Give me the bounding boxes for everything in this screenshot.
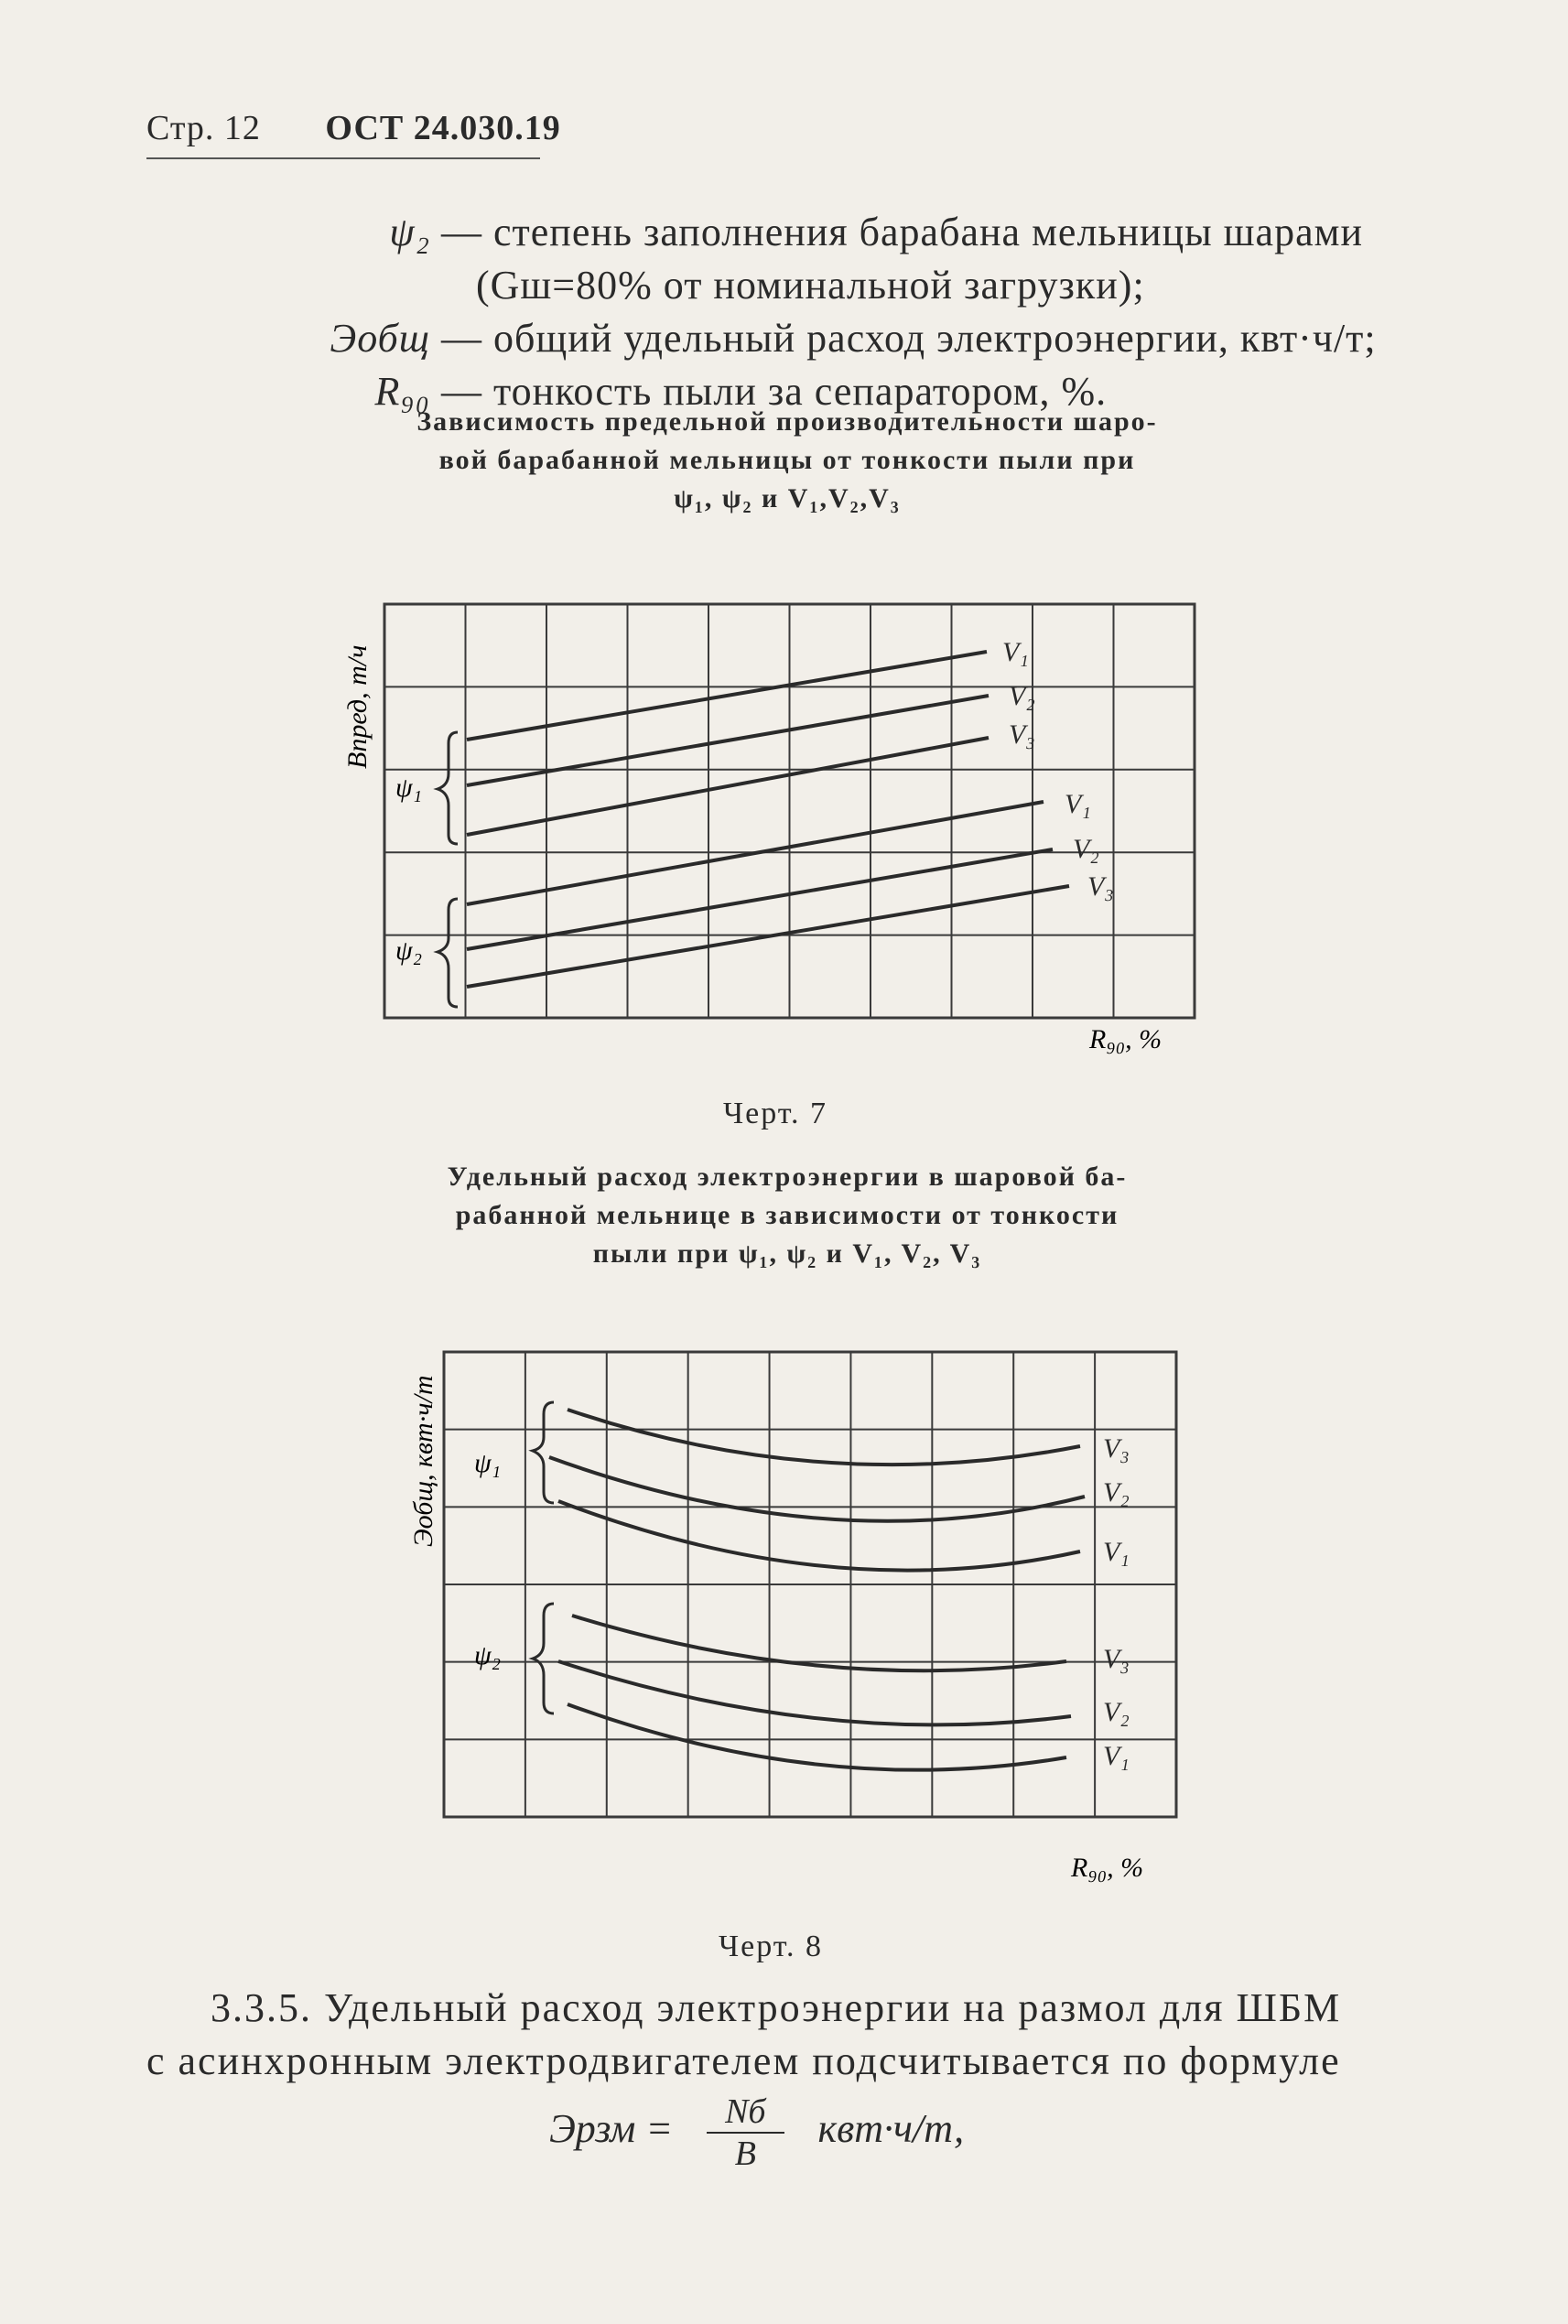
figure8-group-psi2-brace (528, 1602, 555, 1715)
figure7-title-line: вой барабанной мельницы от тонкости пыли… (438, 445, 1136, 475)
figure8-series-line (548, 1455, 1086, 1523)
figure8-y-axis-label: Эобщ, квт·ч/т (408, 1375, 438, 1547)
figure7-series-line (466, 736, 989, 837)
formula-numerator: Nб (707, 2092, 784, 2134)
figure7-series-line (466, 650, 988, 741)
figure7-psi2-label: ψ₂ (395, 935, 422, 966)
figure7-series-label: V₁ (1065, 789, 1091, 819)
definitions-list: ψ₂ — степень заполнения барабана мельниц… (302, 206, 1377, 418)
definition-symbol: Эобщ (330, 316, 430, 361)
figure8-title-line: пыли при ψ₁, ψ₂ и V₁, V₂, V₃ (592, 1238, 982, 1269)
definition-item: (Gш=80% от номинальной загрузки); (302, 259, 1377, 312)
figure8-group-psi1-brace (528, 1400, 555, 1505)
figure8-psi1-label: ψ₁ (474, 1448, 501, 1478)
formula-unit: квт·ч/т, (817, 2106, 965, 2152)
figure8-series-line (567, 1702, 1067, 1772)
figure8-series-line (567, 1408, 1081, 1467)
definition-text: (Gш=80% от номинальной загрузки); (476, 263, 1145, 308)
figure7-x-axis-label: R₉₀, % (1088, 1024, 1162, 1054)
figure8-series-label: V₁ (1103, 1537, 1130, 1567)
paragraph-line: 3.3.5. Удельный расход электроэнергии на… (211, 1985, 1342, 2030)
figure7-group-psi1-brace (433, 730, 459, 846)
figure8-caption: Черт. 8 (719, 1929, 824, 1963)
figure7-group-psi2-brace (433, 897, 459, 1009)
formula-denominator: B (734, 2135, 756, 2173)
definition-text: — степень заполнения барабана мельницы ш… (441, 210, 1364, 254)
formula-fraction: Nб B (707, 2092, 784, 2174)
figure7-series-label: V₃ (1009, 719, 1035, 750)
definition-symbol: R₉₀ (374, 369, 430, 414)
figure7-series-line (466, 884, 1070, 989)
standard-code: ОСТ 24.030.19 (325, 109, 561, 147)
figure7-series-label: V₂ (1073, 834, 1099, 864)
formula-lhs: Эрзм = (549, 2106, 674, 2152)
formula: Эрзм = Nб B квт·ч/т, (549, 2092, 964, 2174)
figure8-title: Удельный расход электроэнергии в шаровой… (348, 1158, 1227, 1273)
figure8-series-line (557, 1499, 1081, 1573)
figure7-series-line (466, 800, 1044, 906)
definition-text: — тонкость пыли за сепаратором, %. (441, 369, 1108, 414)
figure7-series-label: V₁ (1002, 637, 1029, 667)
figure7-series-line (466, 694, 989, 787)
definition-item: Эобщ — общий удельный расход электроэнер… (302, 312, 1377, 365)
figure8-series-label: V₂ (1103, 1697, 1130, 1727)
definition-text: — общий удельный расход электроэнергии, … (441, 316, 1377, 361)
figure8-series-line (571, 1614, 1067, 1673)
header-rule (146, 157, 540, 159)
figure8-series-line (557, 1659, 1072, 1727)
figure8-lines (548, 1408, 1086, 1772)
figure8-series-label: V₁ (1103, 1741, 1130, 1771)
definition-item: ψ₂ — степень заполнения барабана мельниц… (302, 206, 1377, 259)
figure7-psi1-label: ψ₁ (395, 773, 422, 803)
figure8-grid (442, 1350, 1178, 1819)
figure8-psi2-label: ψ₂ (474, 1640, 501, 1670)
body-paragraph: 3.3.5. Удельный расход электроэнергии на… (146, 1982, 1446, 2088)
figure7-lines (466, 650, 1070, 989)
figure8-title-line: Удельный расход электроэнергии в шаровой… (447, 1162, 1128, 1192)
paragraph-line: с асинхронным электродвигателем подсчиты… (146, 2038, 1341, 2083)
definition-item: R₉₀ — тонкость пыли за сепаратором, %. (302, 365, 1377, 418)
figure7-title-line: ψ₁, ψ₂ и V₁,V₂,V₃ (674, 483, 901, 513)
page-number: Стр. 12 (146, 109, 261, 147)
figure7-y-axis-label: Bпред, т/ч (342, 645, 373, 769)
figure7-series-label: V₃ (1087, 871, 1114, 902)
figure7-title: Зависимость предельной производительност… (348, 403, 1227, 518)
page-header: Стр. 12 ОСТ 24.030.19 (146, 108, 561, 159)
figure8-series-label: V₂ (1103, 1477, 1130, 1508)
figure7-series-label: V₂ (1009, 681, 1035, 711)
figure7-caption: Черт. 7 (723, 1097, 828, 1130)
figure8-series-label: V₃ (1103, 1644, 1130, 1674)
definition-symbol: ψ₂ (389, 210, 430, 254)
figure8-title-line: рабанной мельнице в зависимости от тонко… (455, 1200, 1119, 1230)
figure7-grid (383, 602, 1196, 1020)
figure8-series-label: V₃ (1103, 1433, 1130, 1464)
figure7-series-line (466, 848, 1054, 951)
figure7-title-line: Зависимость предельной производительност… (416, 406, 1158, 437)
figure8-x-axis-label: R₉₀, % (1070, 1853, 1143, 1883)
